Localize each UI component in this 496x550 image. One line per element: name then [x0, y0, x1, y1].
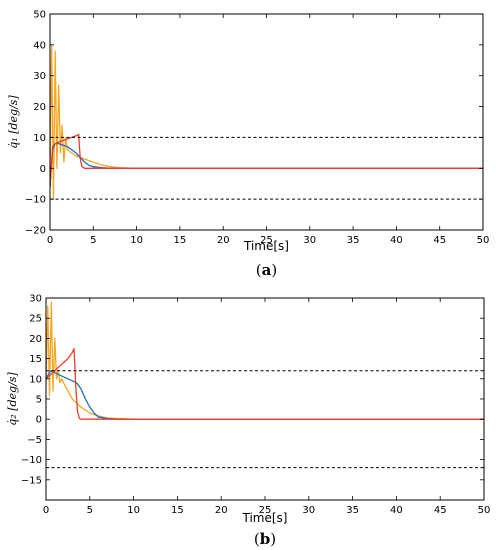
x-tick-label: 25 [259, 505, 272, 516]
x-tick-label: 40 [390, 235, 403, 246]
x-tick-label: 10 [130, 235, 143, 246]
x-tick-label: 0 [43, 505, 49, 516]
x-tick-label: 45 [433, 235, 446, 246]
reference-lines [50, 136, 483, 200]
plot-frame [45, 297, 485, 501]
x-tick-label: 50 [478, 505, 491, 516]
caption-b: (b) [254, 530, 276, 548]
series-line-2 [46, 370, 484, 420]
chart-panel-a: 0 5 10 15 20 25 30 35 40 45 50 −20 −10 0 10 20 30 40 50 T… [7, 10, 489, 280]
x-tick-label: 0 [47, 235, 53, 246]
x-tick-label: 10 [127, 505, 140, 516]
y-tick-label: 30 [33, 71, 46, 82]
x-tick-label: 30 [302, 505, 315, 516]
x-tick-label: 5 [90, 235, 96, 246]
y-tick-label: 40 [33, 40, 46, 51]
x-tick-label: 50 [477, 235, 490, 246]
caption-a: (a) [256, 261, 277, 279]
series-line-3 [50, 133, 483, 187]
x-ticks: 0 5 10 15 20 25 30 35 40 45 50 [43, 298, 491, 516]
y-tick-label: 20 [33, 102, 46, 113]
caption-close: ) [271, 261, 277, 279]
x-tick-label: 40 [390, 505, 403, 516]
series-line-3 [46, 347, 484, 420]
x-axis-label: Time[s] [243, 239, 289, 253]
y-tick-label: 0 [40, 164, 46, 175]
y-tick-label: 15 [29, 354, 42, 365]
x-tick-label: 20 [217, 235, 230, 246]
x-tick-label: 15 [174, 235, 187, 246]
y-tick-label: −10 [21, 455, 42, 466]
y-tick-label: 25 [29, 314, 42, 325]
y-axis-label: q̇₂ [deg/s] [6, 372, 19, 426]
y-tick-label: −10 [25, 195, 46, 206]
series-layer [46, 301, 484, 420]
y-tick-label: 0 [36, 415, 42, 426]
series-line-1 [46, 301, 484, 420]
y-tick-label: 50 [33, 10, 46, 21]
caption-letter: b [260, 530, 271, 548]
plot-frame [49, 13, 484, 231]
y-tick-label: −5 [27, 435, 42, 446]
series-layer [50, 44, 483, 200]
y-tick-label: 20 [29, 334, 42, 345]
y-tick-label: 5 [36, 395, 42, 406]
y-tick-label: 30 [29, 294, 42, 305]
x-axis-label: Time[s] [242, 511, 288, 525]
x-tick-label: 20 [215, 505, 228, 516]
y-tick-label: 10 [29, 374, 42, 385]
x-ticks: 0 5 10 15 20 25 30 35 40 45 50 [47, 14, 490, 246]
caption-letter: a [262, 261, 272, 279]
x-tick-label: 15 [171, 505, 184, 516]
y-ticks: −15 −10 −5 0 5 10 15 20 25 30 [21, 294, 484, 486]
x-tick-label: 35 [347, 235, 360, 246]
reference-lines [46, 370, 484, 469]
y-tick-label: −15 [21, 475, 42, 486]
y-tick-label: 10 [33, 133, 46, 144]
caption-close: ) [270, 530, 276, 548]
x-tick-label: 30 [303, 235, 316, 246]
x-tick-label: 45 [434, 505, 447, 516]
y-tick-label: −20 [25, 226, 46, 237]
caption-open: ( [256, 261, 262, 279]
caption-open: ( [254, 530, 260, 548]
series-line-2 [50, 142, 483, 187]
y-ticks: −20 −10 0 10 20 30 40 50 [25, 10, 483, 237]
y-axis-label: q̇₁ [deg/s] [7, 95, 20, 149]
series-line-1 [50, 44, 483, 200]
x-tick-label: 25 [260, 235, 273, 246]
x-tick-label: 5 [87, 505, 93, 516]
x-tick-label: 35 [346, 505, 359, 516]
chart-panel-b: 0 5 10 15 20 25 30 35 40 45 50 −15 −10 −5 0 5 10 15 20 25 3… [6, 294, 490, 549]
